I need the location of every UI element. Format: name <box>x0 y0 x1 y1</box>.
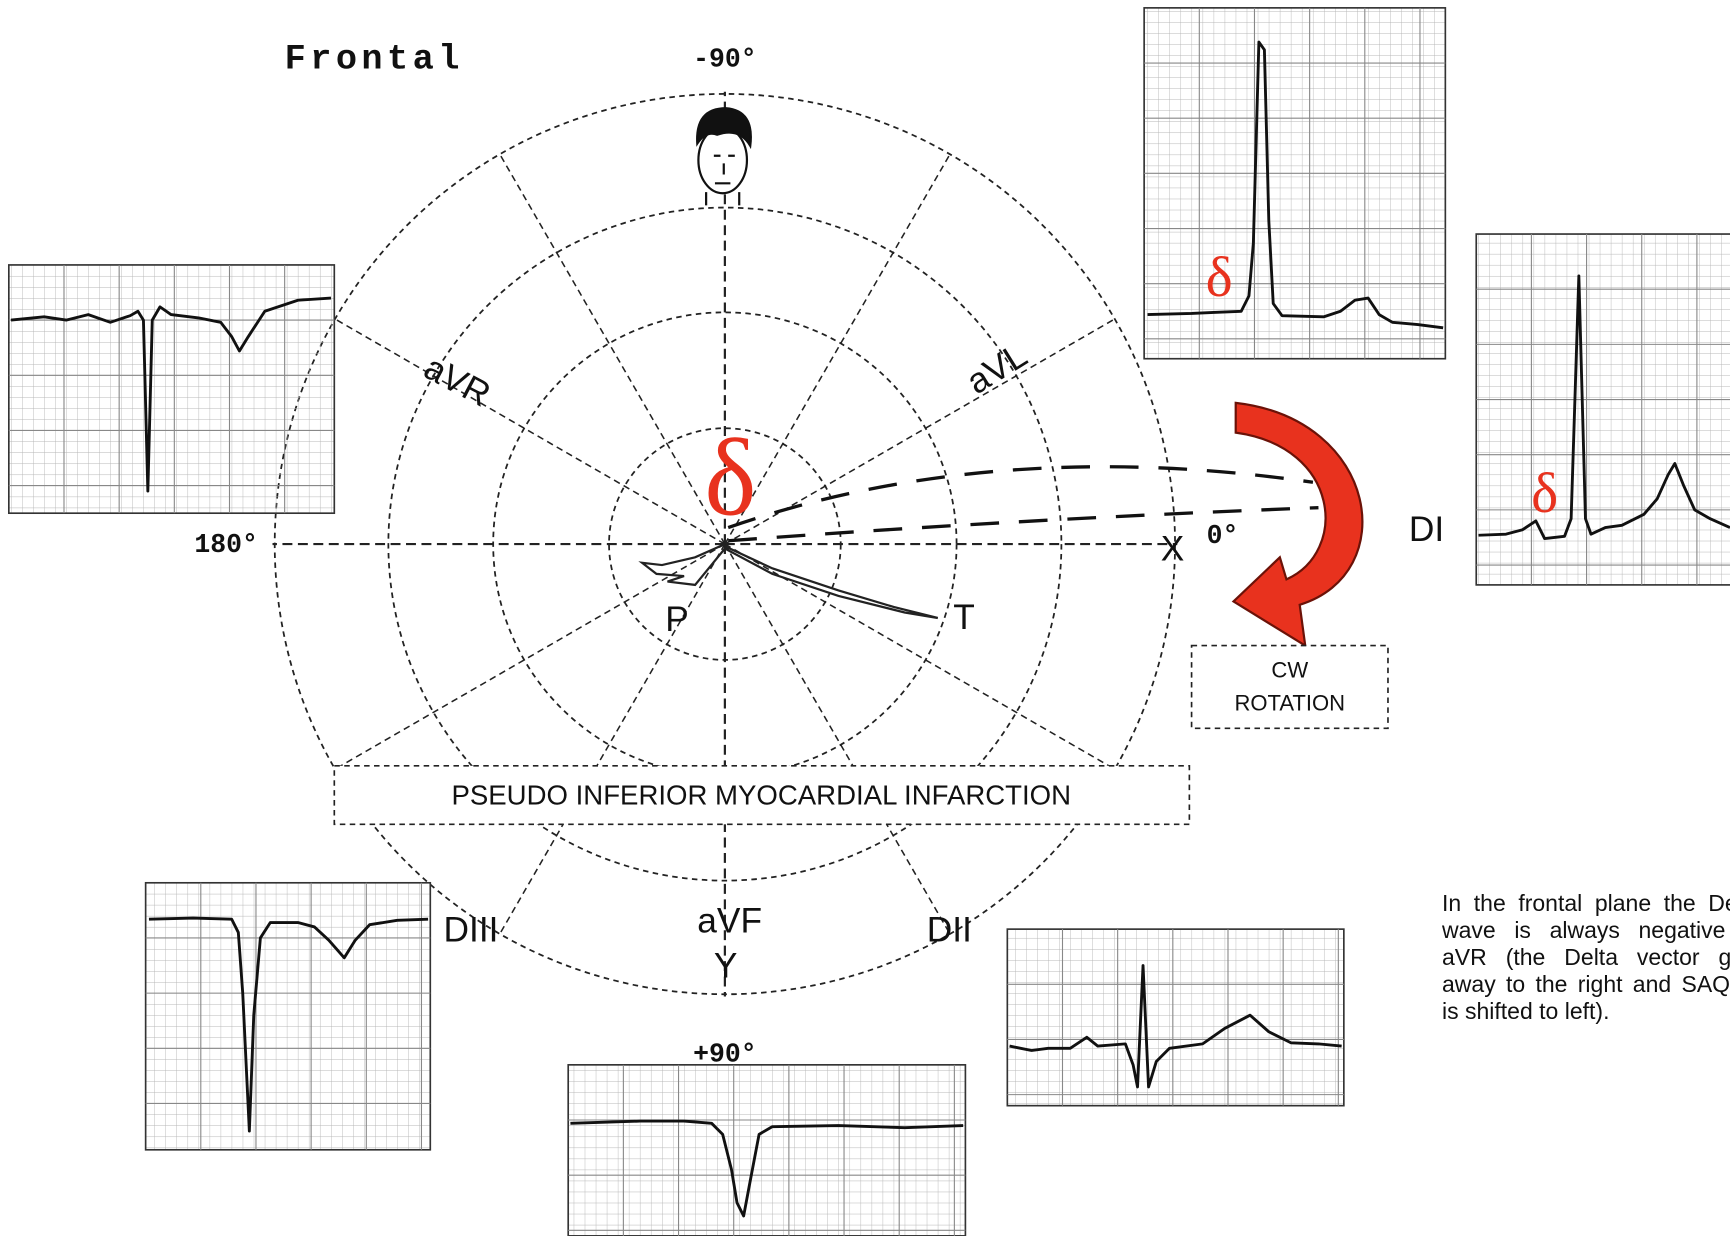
ecg-trace <box>1478 274 1730 540</box>
lead-avf: aVF <box>697 901 762 940</box>
ecg-strips <box>7 7 1730 1236</box>
angle-right: 0° <box>1207 521 1239 551</box>
radial-line <box>724 151 952 545</box>
strip-grid <box>1475 233 1730 586</box>
ecg-trace <box>10 296 332 493</box>
ecg-strip <box>1006 928 1345 1107</box>
radial-line <box>332 317 726 545</box>
radial-line <box>332 543 726 771</box>
strip-grid <box>1143 7 1447 360</box>
ecg-strip <box>1475 233 1730 586</box>
ecg-strip <box>144 881 432 1151</box>
rotation-line: ROTATION <box>1234 691 1345 716</box>
delta-loop <box>727 465 1319 543</box>
loop-p: P <box>665 600 689 639</box>
lead-avl: aVL <box>960 336 1034 402</box>
diagnosis: PSEUDO INFERIOR MYOCARDIAL INFARCTION <box>452 779 1072 810</box>
delta-strip: δ <box>1206 246 1233 309</box>
pt-loop <box>638 543 939 620</box>
strip-grid <box>144 881 432 1151</box>
cw-arrow <box>1231 401 1364 648</box>
ecg-trace <box>148 916 429 1133</box>
lead-diii: DIII <box>444 910 499 949</box>
title: Frontal <box>285 40 464 80</box>
radial-line <box>724 543 1118 771</box>
ecg-trace <box>1009 964 1342 1089</box>
radial-line <box>724 543 952 937</box>
radial-line <box>498 543 726 937</box>
strip-grid <box>567 1064 967 1236</box>
strip-grid <box>1006 928 1345 1107</box>
ecg-trace <box>1147 40 1444 330</box>
delta-strip: δ <box>1531 462 1558 525</box>
ecg-strip <box>1143 7 1447 360</box>
lead-dii: DII <box>927 910 972 949</box>
note: In the frontal plane the Delta wave is a… <box>1442 890 1730 1024</box>
ecg-strip <box>567 1064 967 1236</box>
lead-di: DI <box>1409 510 1444 549</box>
ecg-strip <box>7 264 336 515</box>
diagnosis-box <box>333 765 1191 826</box>
radial-line <box>498 151 726 545</box>
delta-center: δ <box>704 416 756 538</box>
strip-grid <box>7 264 336 515</box>
ecg-trace <box>570 1119 964 1218</box>
angle-left: 180° <box>194 530 258 560</box>
radial-line <box>724 317 1118 545</box>
loop-t: T <box>953 598 975 637</box>
angle-top: -90° <box>693 44 757 74</box>
axis-x: X <box>1161 530 1185 569</box>
lead-avr: aVR <box>418 348 497 415</box>
axis-y: Y <box>714 947 738 986</box>
rotation-line: CW <box>1271 658 1308 683</box>
rotation-box <box>1190 644 1389 730</box>
head-icon <box>696 107 752 206</box>
